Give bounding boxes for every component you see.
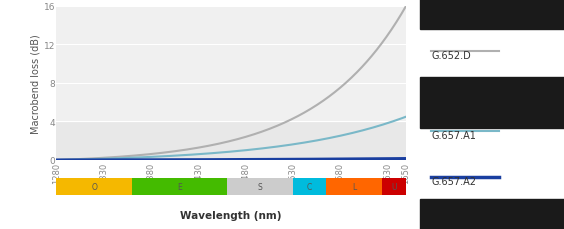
Bar (56, 7, 406, 122)
Text: E: E (177, 182, 182, 191)
Y-axis label: Macrobend loss (dB): Macrobend loss (dB) (30, 34, 41, 133)
Text: O: O (91, 182, 97, 191)
Text: U: U (391, 182, 397, 191)
Text: S: S (257, 182, 262, 191)
Text: C: C (307, 182, 312, 191)
Bar (56, 122, 406, 160)
Text: G.657.A1: G.657.A1 (431, 131, 477, 141)
Text: L: L (352, 182, 356, 191)
Text: G.652.D: G.652.D (431, 51, 471, 61)
Text: Wavelength (nm): Wavelength (nm) (180, 210, 282, 220)
Text: G.657.A2: G.657.A2 (431, 177, 477, 187)
